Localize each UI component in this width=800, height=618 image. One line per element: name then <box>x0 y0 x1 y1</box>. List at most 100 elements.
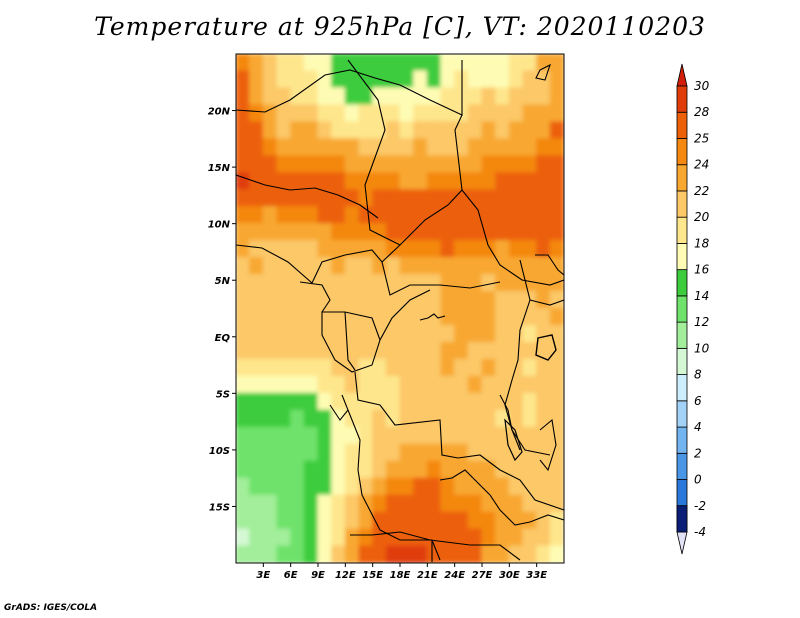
colorbar-segment <box>676 321 688 349</box>
heatmap-cell <box>440 223 456 242</box>
heatmap-cell <box>467 172 483 191</box>
heatmap-cell <box>399 375 415 394</box>
heatmap-cell <box>522 155 538 174</box>
heatmap-cell <box>522 375 538 394</box>
heatmap-cell <box>413 426 428 445</box>
heatmap-cell <box>399 274 415 293</box>
heatmap-cell <box>440 87 456 106</box>
heatmap-cell <box>522 172 538 191</box>
heatmap-cell <box>358 511 374 530</box>
heatmap-cell <box>440 375 456 394</box>
x-tick-label: 18E <box>390 570 411 581</box>
heatmap-cell <box>344 545 360 563</box>
heatmap-cell <box>481 54 497 72</box>
heatmap-cell <box>413 392 428 411</box>
heatmap-cell <box>495 291 510 309</box>
heatmap-cell <box>236 494 251 513</box>
heatmap-cell <box>481 528 497 547</box>
heatmap-cell <box>385 138 401 157</box>
border-line <box>539 418 557 472</box>
heatmap-cell <box>358 426 374 445</box>
heatmap-cell <box>385 426 401 445</box>
heatmap-cell <box>549 155 564 174</box>
heatmap-cell <box>236 257 251 276</box>
heatmap-cell <box>290 223 305 242</box>
heatmap-cell <box>481 375 497 394</box>
heatmap-cell <box>536 494 551 513</box>
heatmap-cell <box>481 104 497 123</box>
heatmap-cell <box>522 206 538 225</box>
colorbar-label: 12 <box>694 315 709 329</box>
heatmap-cell <box>344 257 360 276</box>
heatmap-cell <box>317 155 333 174</box>
border-line <box>529 299 564 306</box>
heatmap-cell <box>549 172 564 191</box>
map-plot-area <box>236 54 564 563</box>
heatmap-cell <box>413 341 428 360</box>
heatmap-cell <box>440 291 456 309</box>
heatmap-cell <box>481 308 497 326</box>
heatmap-cell <box>385 392 401 411</box>
heatmap-cell <box>549 121 564 140</box>
heatmap-cell <box>413 358 428 377</box>
y-tick-label: 10S <box>209 446 230 457</box>
heatmap-cell <box>413 274 428 293</box>
heatmap-cell <box>372 206 387 225</box>
heatmap-cell <box>522 494 538 513</box>
heatmap-cell <box>440 511 456 530</box>
heatmap-cell <box>385 54 401 72</box>
heatmap-cell <box>426 443 442 462</box>
heatmap-cell <box>262 104 278 123</box>
heatmap-cell <box>440 274 456 293</box>
colorbar-label: -4 <box>694 525 706 539</box>
heatmap-cell <box>358 443 374 462</box>
heatmap-cell <box>413 189 428 208</box>
x-tick-label: 21E <box>417 570 438 581</box>
heatmap-cell <box>481 358 497 377</box>
heatmap-cell <box>303 257 319 276</box>
heatmap-cell <box>454 477 469 496</box>
heatmap-cell <box>385 70 401 89</box>
heatmap-cell <box>481 324 497 343</box>
heatmap-cell <box>358 189 374 208</box>
heatmap-cell <box>508 70 524 89</box>
heatmap-cell <box>344 138 360 157</box>
heatmap-cell <box>481 70 497 89</box>
heatmap-cell <box>249 443 264 462</box>
heatmap-cell <box>303 206 319 225</box>
heatmap-cell <box>262 545 278 563</box>
heatmap-cell <box>331 375 346 394</box>
heatmap-cell <box>290 138 305 157</box>
heatmap-cell <box>331 54 346 72</box>
heatmap-cell <box>536 375 551 394</box>
heatmap-cell <box>522 87 538 106</box>
heatmap-cell <box>385 257 401 276</box>
heatmap-cell <box>303 87 319 106</box>
heatmap-cell <box>508 104 524 123</box>
heatmap-cell <box>303 545 319 563</box>
heatmap-cell <box>372 460 387 479</box>
heatmap-cell <box>344 155 360 174</box>
heatmap-cell <box>303 511 319 530</box>
colorbar-label: -2 <box>694 499 706 513</box>
colorbar-segment <box>676 190 688 218</box>
heatmap-cell <box>303 308 319 326</box>
heatmap-cell <box>508 121 524 140</box>
heatmap-cell <box>440 240 456 259</box>
heatmap-cell <box>508 494 524 513</box>
heatmap-cell <box>317 54 333 72</box>
heatmap-cell <box>495 477 510 496</box>
colorbar-label: 4 <box>694 420 702 434</box>
heatmap-cell <box>399 545 415 563</box>
heatmap-cell <box>303 240 319 259</box>
heatmap-cell <box>331 206 346 225</box>
heatmap-cell <box>249 308 264 326</box>
heatmap-cell <box>522 460 538 479</box>
heatmap-cell <box>495 308 510 326</box>
heatmap-cell <box>481 206 497 225</box>
heatmap-cell <box>331 70 346 89</box>
colorbar-segment <box>676 452 688 480</box>
heatmap-cell <box>426 494 442 513</box>
heatmap-cell <box>440 257 456 276</box>
